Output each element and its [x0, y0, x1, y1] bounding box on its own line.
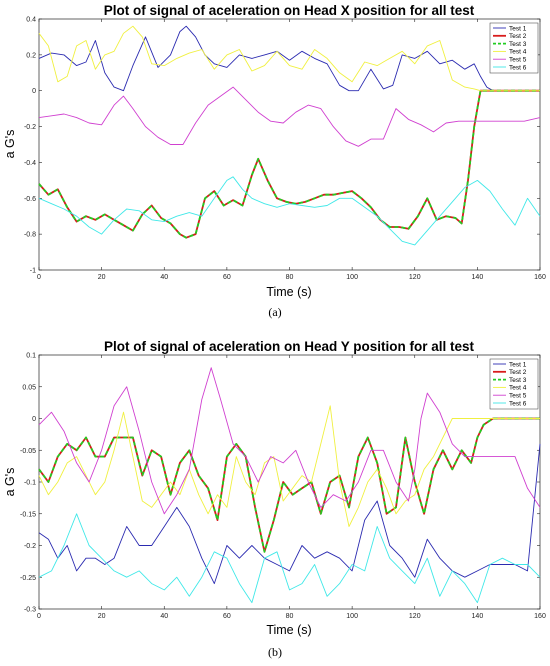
y-tick-label: 0.2	[26, 52, 36, 59]
y-tick-label: -0.05	[20, 448, 36, 455]
legend-label: Test 1	[509, 361, 527, 368]
figure-panel-b: Plot of signal of aceleration on Head Y …	[0, 330, 550, 666]
legend-box	[489, 358, 539, 410]
y-tick-label: 0	[32, 416, 36, 423]
series-line-test-5	[38, 367, 541, 515]
tick-group: 0 20 40 60 80 100 120 140 160 0.4 0.2 0 -0.2 -0.4 -0.6…	[24, 17, 546, 282]
legend-label: Test 2	[509, 33, 527, 40]
legend-box	[489, 22, 539, 74]
legend-label: Test 2	[509, 369, 527, 376]
chart-title: Plot of signal of aceleration on Head X …	[104, 3, 475, 18]
panel-caption: (a)	[268, 305, 281, 319]
y-tick-label: 0.4	[26, 17, 36, 24]
y-tick-label: -0.4	[24, 160, 36, 167]
legend-label: Test 5	[509, 393, 527, 400]
series-line-test-6	[38, 513, 541, 604]
x-tick-label: 120	[409, 274, 421, 281]
y-tick-label: -0.15	[20, 511, 36, 518]
y-tick-label: -0.3	[24, 607, 36, 614]
legend-label: Test 4	[509, 385, 527, 392]
series-line-test-4	[38, 25, 540, 92]
chart-title: Plot of signal of aceleration on Head Y …	[104, 339, 475, 354]
y-tick-label: -1	[30, 268, 36, 275]
x-axis-label: Time (s)	[266, 623, 311, 637]
legend-label: Test 3	[509, 41, 527, 48]
y-tick-label: -0.6	[24, 196, 36, 203]
x-tick-label: 160	[534, 274, 546, 281]
legend-label: Test 1	[509, 25, 527, 32]
y-tick-label: -0.2	[24, 543, 36, 550]
legend-label: Test 6	[509, 64, 527, 71]
legend-label: Test 4	[509, 49, 527, 56]
y-tick-label: -0.8	[24, 232, 36, 239]
chart-a: Plot of signal of aceleration on Head X …	[3, 3, 546, 319]
x-tick-label: 0	[37, 613, 41, 620]
series-line-test-3	[38, 89, 540, 239]
plot-area	[38, 18, 541, 271]
x-tick-label: 20	[98, 613, 106, 620]
plot-area	[38, 354, 541, 610]
y-tick-label: -0.25	[20, 575, 36, 582]
x-axis-label: Time (s)	[266, 285, 311, 299]
x-tick-label: 160	[534, 613, 546, 620]
figure-panel-a: Plot of signal of aceleration on Head X …	[0, 0, 550, 330]
x-tick-label: 100	[346, 274, 358, 281]
tick-group: 0 20 40 60 80 100 120 140 160 0.1 0.05 0 -0.05 -0.1 -0…	[20, 353, 546, 621]
x-tick-label: 0	[37, 274, 41, 281]
legend-label: Test 6	[509, 400, 527, 407]
legend-label: Test 3	[509, 377, 527, 384]
x-tick-label: 40	[160, 613, 168, 620]
series-line-test-5	[38, 86, 541, 147]
x-tick-label: 60	[223, 274, 231, 281]
x-tick-label: 60	[223, 613, 231, 620]
x-tick-label: 120	[409, 613, 421, 620]
y-tick-label: -0.2	[24, 124, 36, 131]
x-tick-label: 140	[472, 613, 484, 620]
legend-label: Test 5	[509, 57, 527, 64]
y-tick-label: 0	[32, 88, 36, 95]
series-group	[38, 367, 541, 604]
x-tick-label: 140	[472, 274, 484, 281]
x-tick-label: 80	[286, 274, 294, 281]
series-line-test-1	[38, 25, 540, 92]
chart-b: Plot of signal of aceleration on Head Y …	[3, 339, 546, 659]
x-tick-label: 40	[160, 274, 168, 281]
x-tick-label: 80	[286, 613, 294, 620]
x-tick-label: 100	[346, 613, 358, 620]
x-tick-label: 20	[98, 274, 106, 281]
y-tick-label: 0.1	[26, 353, 36, 360]
y-tick-label: -0.1	[24, 480, 36, 487]
y-axis-label: a G's	[3, 130, 17, 159]
series-group	[38, 25, 541, 246]
panel-caption: (b)	[268, 645, 282, 659]
series-line-test-6	[38, 176, 541, 246]
y-axis-label: a G's	[3, 468, 17, 497]
y-tick-label: 0.05	[22, 384, 36, 391]
